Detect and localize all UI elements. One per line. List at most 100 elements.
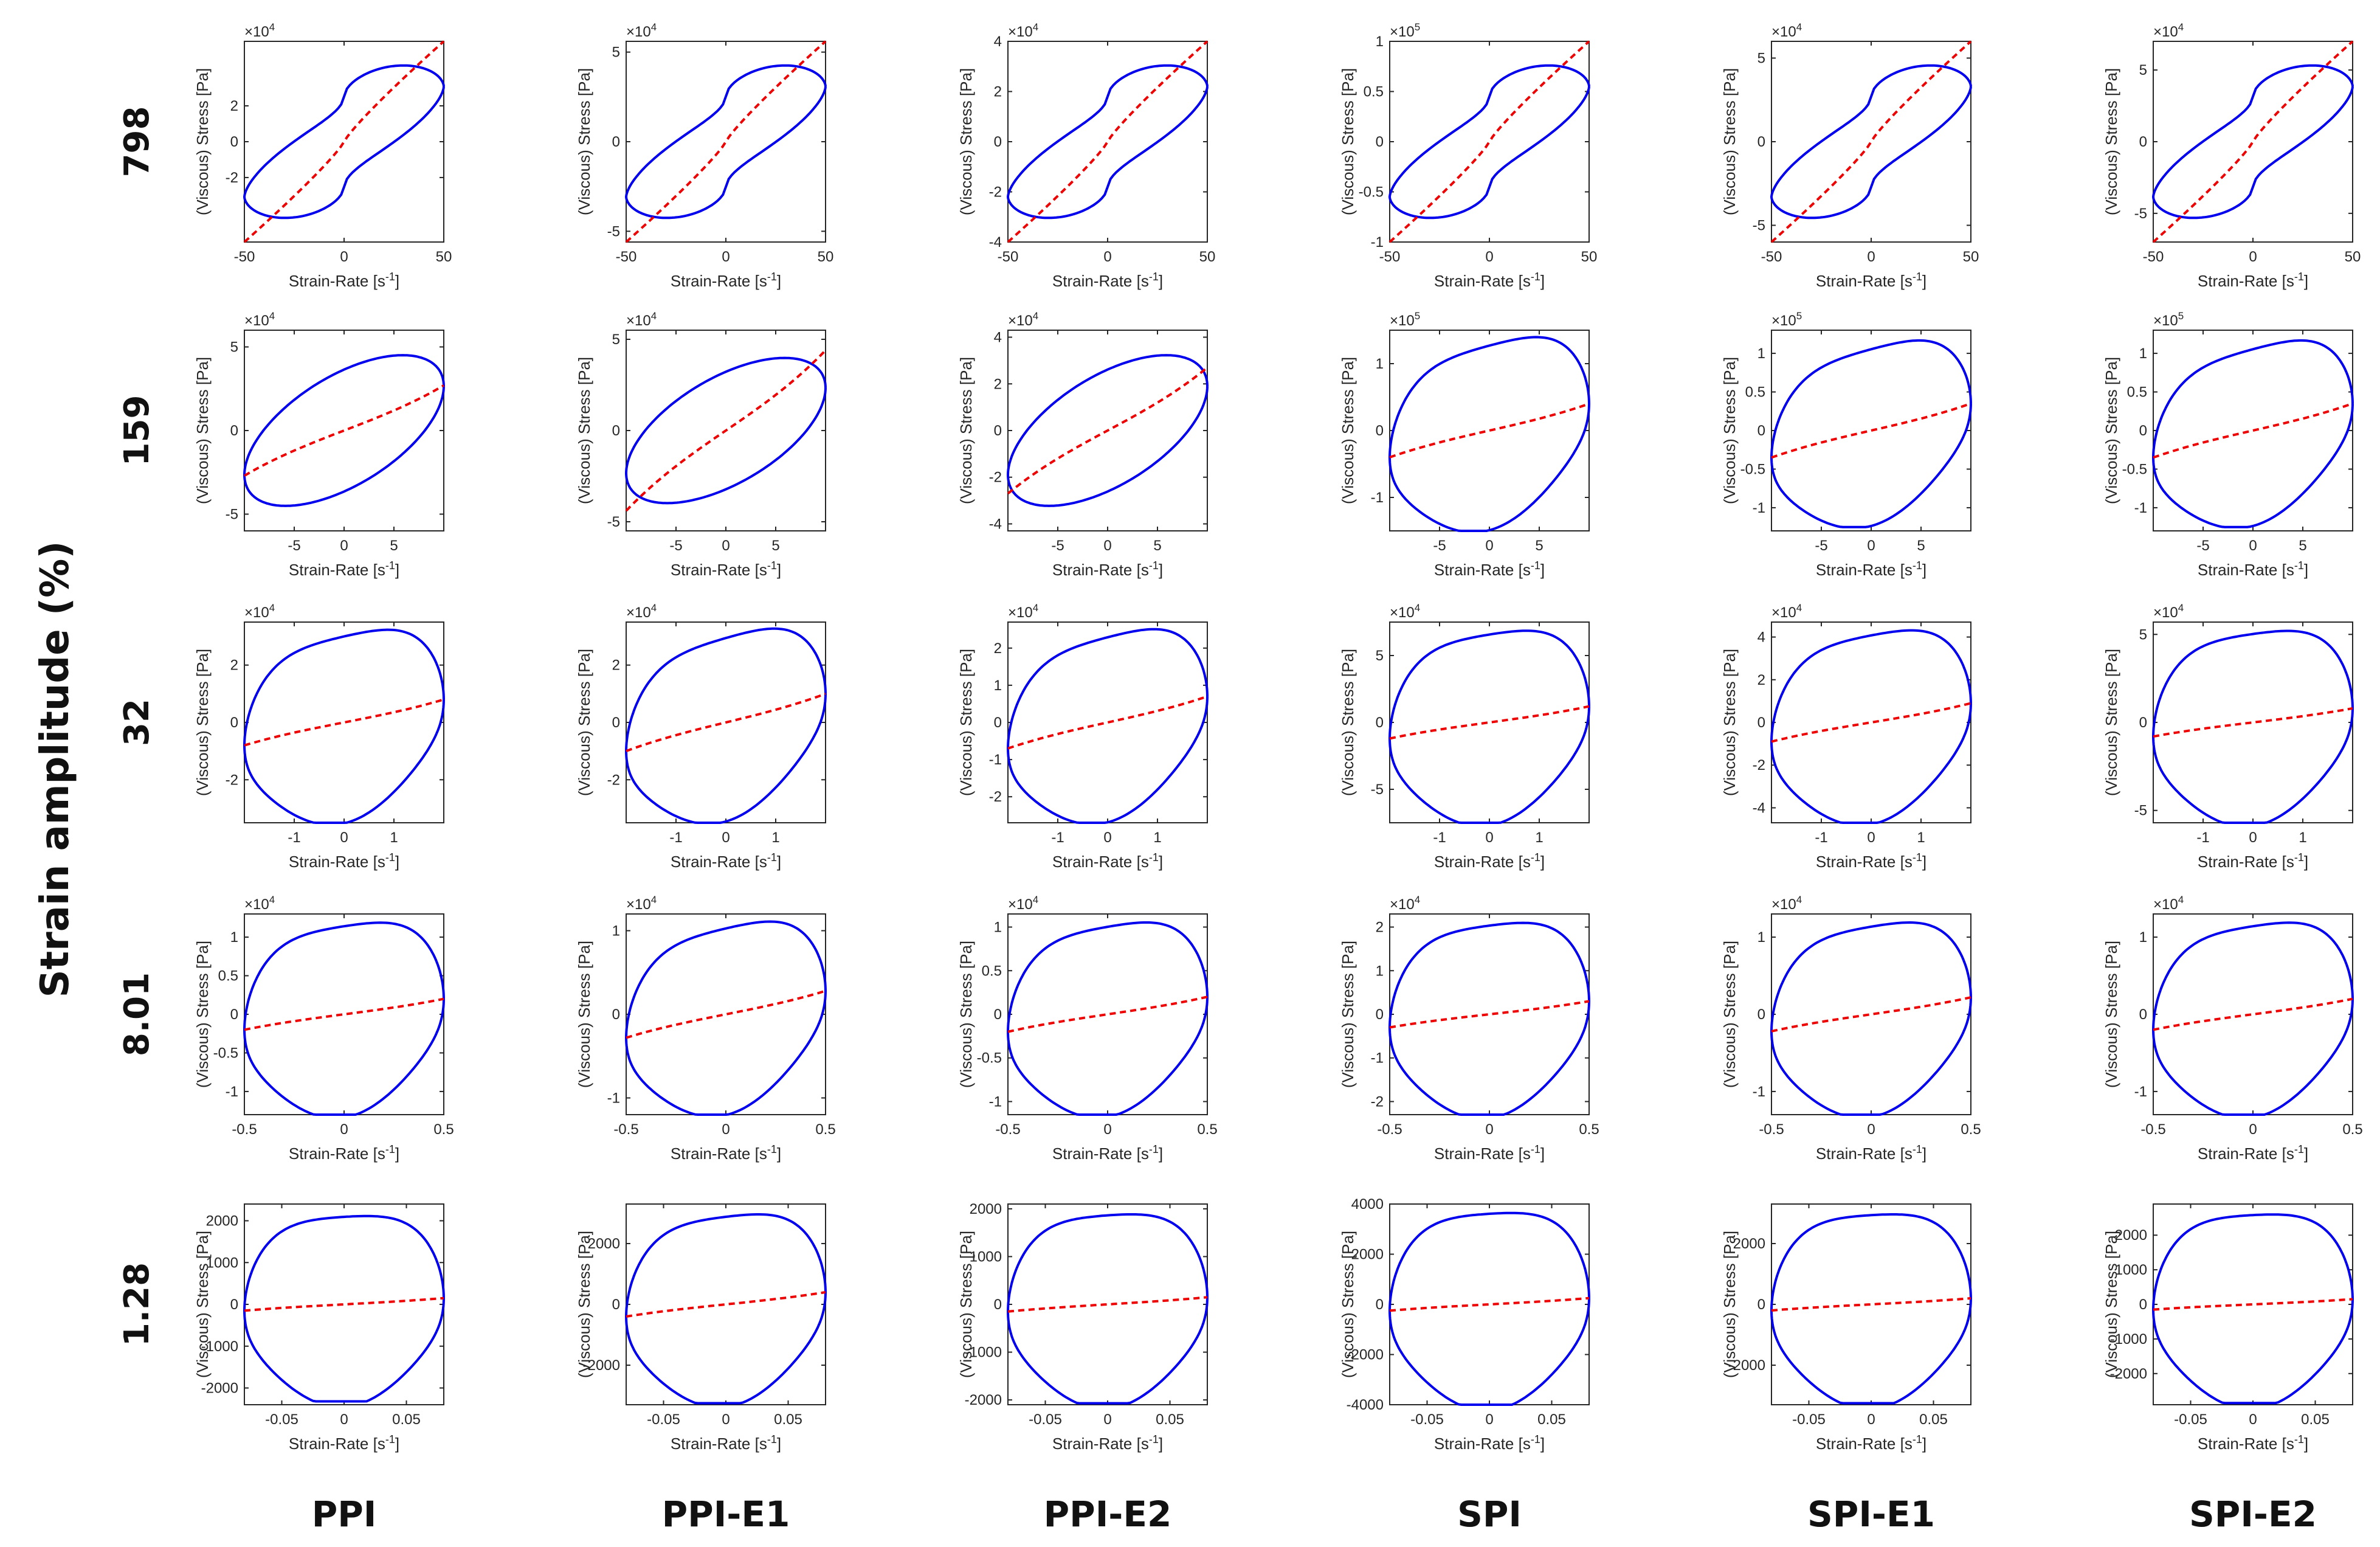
- axes-box: [1389, 41, 1590, 243]
- y-tick-label: 0: [230, 715, 238, 731]
- viscous-stress-curve: [244, 997, 444, 1031]
- y-tick-label: 0: [1376, 1296, 1384, 1313]
- y-tick-label: 2: [1757, 672, 1765, 688]
- axes-box: [1389, 913, 1590, 1115]
- y-tick-label: 1: [994, 677, 1002, 694]
- y-axis-label: (Viscous) Stress [Pa]: [957, 1231, 975, 1378]
- x-tick-label: 5: [2299, 538, 2306, 554]
- panel-r1-c3: -5 0 5 -1 0 1 ×105 Strain-Rate [s-1] (Viscous) S…: [1339, 310, 1590, 579]
- y-axis-label: (Viscous) Stress [Pa]: [1720, 649, 1739, 796]
- x-tick-label: 5: [1153, 538, 1161, 554]
- axes-box: [1771, 913, 1971, 1115]
- x-tick-label: 0: [722, 1121, 730, 1138]
- y-tick-label: 1: [994, 919, 1002, 936]
- y-axis-label: (Viscous) Stress [Pa]: [575, 649, 593, 796]
- y-tick-label: 2000: [588, 1236, 620, 1252]
- y-tick-label: 0: [1376, 134, 1384, 150]
- x-tick-label: 50: [1199, 249, 1216, 265]
- x-tick-label: 5: [771, 538, 779, 554]
- y-tick-label: -2: [226, 772, 238, 788]
- y-tick-label: 2: [994, 376, 1002, 392]
- y-tick-label: 1: [230, 929, 238, 946]
- y-tick-label: 2: [230, 657, 238, 674]
- viscous-stress-curve: [1007, 40, 1209, 243]
- x-axis-label: Strain-Rate [s-1]: [1434, 1433, 1545, 1453]
- x-tick-label: 0.5: [433, 1121, 454, 1138]
- y-tick-label: 0: [1757, 423, 1765, 439]
- row-label-2: 32: [117, 699, 157, 746]
- y-tick-label: -0.5: [1359, 184, 1384, 201]
- y-tick-label: 0: [994, 1006, 1002, 1023]
- x-axis-label: Strain-Rate [s-1]: [289, 1143, 399, 1163]
- y-tick-label: -2000: [201, 1380, 238, 1397]
- x-tick-label: 5: [1917, 538, 1925, 554]
- x-tick-label: 0: [1867, 1121, 1875, 1138]
- x-tick-label: 50: [1963, 249, 1979, 265]
- x-tick-label: 50: [1581, 249, 1598, 265]
- viscous-stress-curve: [1389, 1000, 1590, 1029]
- x-tick-label: -5: [669, 538, 682, 554]
- y-tick-label: 1: [2139, 345, 2147, 362]
- panel-r0-c3: -50 0 50 -1 -0.5 0 0.5 1 ×105 Strain-Rate [s-1] (V…: [1339, 21, 1597, 290]
- y-tick-label: -0.5: [2122, 461, 2147, 477]
- x-tick-label: 50: [818, 249, 834, 265]
- x-tick-label: 0.05: [774, 1411, 802, 1428]
- y-tick-label: 0: [1376, 423, 1384, 439]
- x-tick-label: 0.05: [1156, 1411, 1184, 1428]
- x-axis-label: Strain-Rate [s-1]: [1434, 1143, 1545, 1163]
- y-tick-label: 5: [612, 44, 620, 61]
- y-axis-label: (Viscous) Stress [Pa]: [1339, 357, 1357, 504]
- x-axis-label: Strain-Rate [s-1]: [2198, 1143, 2308, 1163]
- panel-r2-c1: -1 0 1 -2 0 2 ×104 Strain-Rate [s-1] (Viscous) S…: [575, 602, 827, 871]
- x-axis-label: Strain-Rate [s-1]: [671, 1143, 781, 1163]
- panel-r3-c4: -0.5 0 0.5 -1 0 1 ×104 Strain-Rate [s-1] (Viscou…: [1720, 894, 1981, 1163]
- y-tick-label: -2: [989, 184, 1002, 201]
- y-axis-label: (Viscous) Stress [Pa]: [2102, 357, 2120, 504]
- y-tick-label: -2000: [1728, 1357, 1765, 1374]
- y-tick-label: 1: [1757, 345, 1765, 362]
- x-tick-label: -50: [1379, 249, 1401, 265]
- axes-box: [244, 913, 444, 1115]
- x-tick-label: -1: [2196, 829, 2209, 846]
- y-axis-label: (Viscous) Stress [Pa]: [575, 941, 593, 1088]
- y-tick-label: 1000: [206, 1255, 238, 1271]
- x-tick-label: 0: [2249, 249, 2257, 265]
- x-tick-label: 0: [1103, 1411, 1111, 1428]
- x-axis-label: Strain-Rate [s-1]: [1434, 271, 1545, 290]
- panel-r1-c2: -5 0 5 -4 -2 0 2 4 ×104 Strain-Rate [s-1] (Viscous…: [957, 310, 1209, 579]
- x-axis-label: Strain-Rate [s-1]: [2198, 1433, 2308, 1453]
- y-axis-label: (Viscous) Stress [Pa]: [575, 357, 593, 504]
- row-label-4: 1.28: [117, 1262, 157, 1346]
- x-tick-label: -0.05: [2174, 1411, 2207, 1428]
- x-axis-label: Strain-Rate [s-1]: [2198, 851, 2308, 871]
- x-tick-label: -50: [998, 249, 1019, 265]
- x-tick-label: 1: [1535, 829, 1543, 846]
- x-tick-label: -0.05: [1792, 1411, 1826, 1428]
- viscous-stress-curve: [2153, 402, 2353, 459]
- x-axis-label: Strain-Rate [s-1]: [1816, 1433, 1926, 1453]
- column-labels: PPI PPI-E1 PPI-E2 SPI SPI-E1 SPI-E2: [312, 1493, 2317, 1535]
- axes-box: [626, 41, 826, 243]
- lissajous-loop-curve: [1770, 64, 1972, 220]
- lissajous-loop-curve: [624, 356, 827, 505]
- viscous-stress-curve: [2152, 40, 2354, 243]
- lissajous-loop-curve: [1006, 354, 1209, 507]
- x-tick-label: 0.05: [1919, 1411, 1948, 1428]
- y-axis-label: (Viscous) Stress [Pa]: [2102, 649, 2120, 796]
- x-tick-label: -50: [2143, 249, 2164, 265]
- x-tick-label: 50: [436, 249, 452, 265]
- axis-exponent: ×104: [1771, 21, 1802, 40]
- viscous-stress-curve: [244, 698, 444, 747]
- x-tick-label: 0: [1485, 249, 1493, 265]
- x-tick-label: -5: [2196, 538, 2209, 554]
- axis-exponent: ×104: [1008, 602, 1038, 621]
- row-label-3: 8.01: [117, 972, 157, 1056]
- y-axis-label: (Viscous) Stress [Pa]: [957, 649, 975, 796]
- y-axis-label: (Viscous) Stress [Pa]: [575, 1231, 593, 1378]
- x-tick-label: -0.5: [2140, 1121, 2165, 1138]
- panel-r2-c0: -1 0 1 -2 0 2 ×104 Strain-Rate [s-1] (Viscous) S…: [193, 602, 445, 871]
- y-tick-label: -1: [2134, 1084, 2147, 1100]
